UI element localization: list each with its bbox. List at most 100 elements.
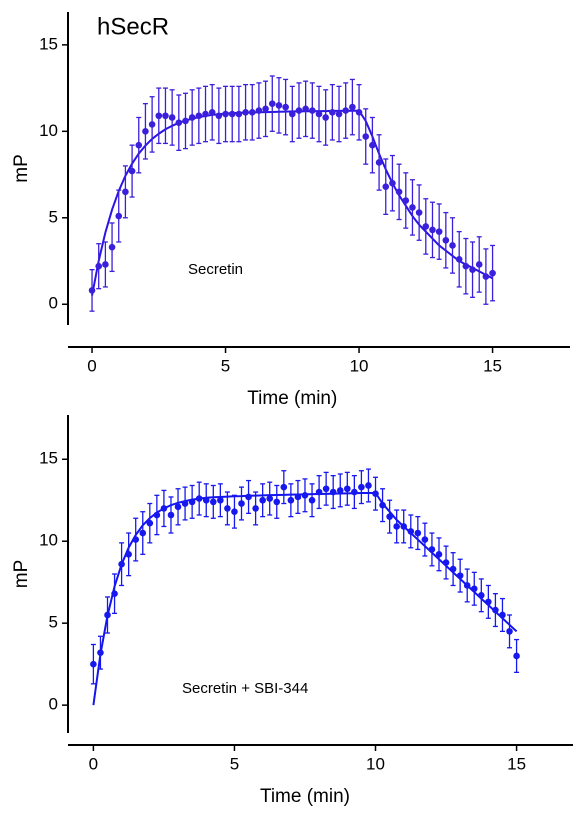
data-point — [414, 529, 422, 537]
data-point — [111, 590, 118, 597]
data-point — [485, 598, 492, 606]
data-point — [104, 611, 111, 619]
data-point — [469, 266, 476, 273]
data-point — [442, 236, 450, 244]
data-point — [470, 585, 478, 593]
data-point — [148, 121, 156, 128]
data-point — [167, 511, 175, 519]
data-point — [217, 496, 224, 504]
data-point — [231, 508, 238, 516]
y-tick-label: 10 — [39, 531, 58, 550]
data-point — [386, 513, 393, 520]
data-point — [369, 141, 376, 149]
data-point — [97, 649, 104, 656]
data-point — [245, 493, 252, 501]
data-point — [422, 223, 430, 230]
y-tick-label: 0 — [49, 695, 58, 714]
y-tick-label: 15 — [39, 34, 58, 53]
data-point — [449, 242, 456, 249]
data-point — [362, 133, 370, 140]
data-point — [302, 105, 309, 113]
x-tick-label: 15 — [507, 754, 526, 773]
data-point — [122, 188, 129, 196]
data-point — [262, 105, 269, 113]
data-point — [175, 119, 183, 126]
annotation: Secretin — [188, 261, 243, 278]
data-point — [475, 261, 483, 268]
data-point — [168, 114, 176, 121]
data-point — [421, 536, 429, 543]
data-point — [280, 483, 288, 491]
data-point — [294, 493, 302, 501]
y-tick-label: 5 — [49, 207, 58, 226]
data-point — [202, 496, 210, 504]
data-point — [275, 102, 283, 109]
data-point — [255, 107, 263, 114]
data-point — [463, 582, 471, 589]
x-axis-title: Time (min) — [260, 786, 350, 807]
data-point — [395, 188, 403, 196]
data-point — [355, 108, 363, 116]
data-point — [442, 559, 450, 566]
data-point — [482, 273, 490, 280]
data-point — [238, 500, 245, 507]
data-point — [125, 551, 132, 558]
data-point — [182, 117, 189, 125]
data-point — [288, 110, 296, 118]
data-point — [344, 485, 351, 493]
data-point — [400, 523, 408, 530]
data-point — [407, 528, 415, 535]
data-point — [335, 110, 343, 118]
x-tick-label: 0 — [87, 356, 96, 375]
data-point — [365, 482, 372, 489]
data-point — [336, 487, 344, 494]
data-point — [95, 262, 103, 270]
data-point — [513, 652, 520, 660]
y-tick-label: 10 — [39, 121, 58, 140]
data-point — [162, 112, 169, 120]
data-point — [90, 660, 97, 668]
data-point — [132, 536, 140, 543]
data-point — [409, 204, 416, 211]
data-point — [295, 107, 303, 114]
data-point — [456, 572, 464, 579]
data-point — [202, 110, 209, 118]
data-point — [429, 226, 436, 234]
data-point — [224, 505, 231, 512]
data-point — [499, 611, 506, 619]
data-point — [506, 628, 513, 635]
data-point — [208, 108, 216, 116]
data-point — [301, 492, 309, 499]
data-point — [435, 551, 443, 558]
data-point — [160, 505, 168, 512]
data-point — [329, 488, 337, 496]
data-point — [88, 287, 96, 294]
data-point — [351, 488, 358, 496]
data-point — [259, 496, 266, 504]
data-point — [329, 108, 336, 116]
x-axis-title: Time (min) — [247, 388, 337, 409]
data-point — [282, 103, 289, 111]
data-point — [375, 159, 383, 166]
data-point — [252, 505, 259, 512]
data-point — [389, 179, 396, 187]
data-point — [322, 114, 329, 121]
y-tick-label: 5 — [49, 613, 58, 632]
data-point — [215, 112, 223, 120]
annotation: Secretin + SBI-344 — [182, 680, 308, 697]
data-point — [478, 592, 485, 599]
data-point — [209, 498, 217, 506]
data-point — [118, 560, 125, 568]
data-point — [379, 501, 386, 509]
data-point — [188, 498, 196, 506]
data-point — [322, 485, 330, 493]
data-point — [153, 511, 161, 519]
data-point — [242, 108, 249, 116]
data-point — [174, 503, 182, 511]
x-tick-label: 15 — [483, 356, 502, 375]
data-point — [139, 529, 147, 537]
data-point — [492, 606, 499, 614]
data-point — [155, 112, 163, 120]
y-axis-title: mP — [11, 560, 32, 589]
